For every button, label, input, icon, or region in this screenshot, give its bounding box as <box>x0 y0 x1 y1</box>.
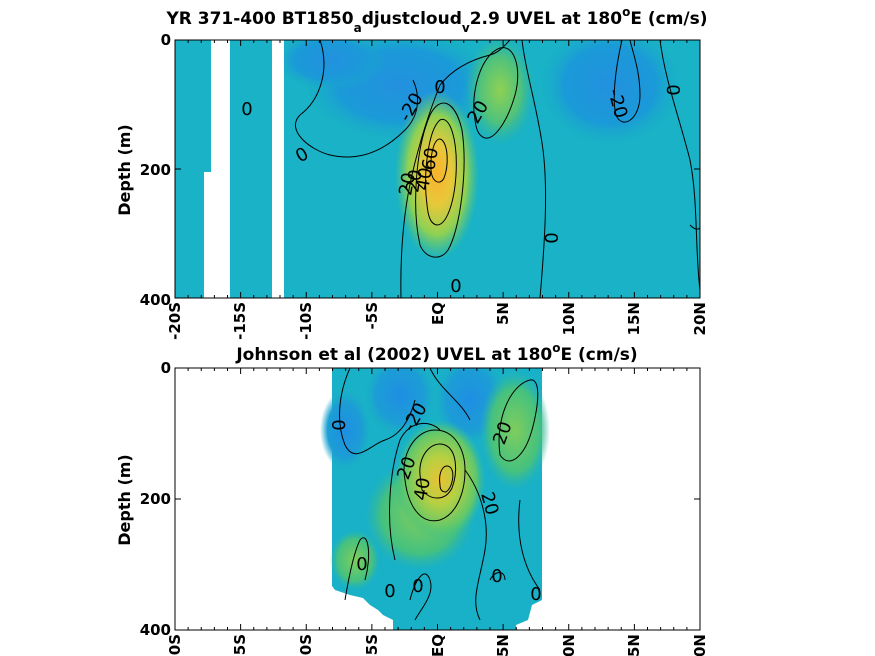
x-tick-label: EQ <box>429 634 447 656</box>
x-tick-label: -5S <box>363 634 381 656</box>
x-tick-label: -15S <box>231 302 249 340</box>
contour-label: 0 <box>491 566 502 587</box>
x-tick-label: -5S <box>363 302 381 329</box>
top-contours <box>294 40 700 298</box>
x-tick-label: 10N <box>560 302 578 335</box>
contour-label: 0 <box>412 576 423 597</box>
top-x-tick-labels: -20S -15S -10S -5S EQ 5N 10N 15N 20N <box>166 302 709 340</box>
x-tick-label: 20N <box>691 634 709 656</box>
contour-label: 20 <box>395 171 420 197</box>
x-tick-label: 20N <box>691 302 709 335</box>
contour-label: 0 <box>329 419 350 430</box>
x-tick-label: -20S <box>166 302 184 340</box>
x-tick-label: 5N <box>494 302 512 325</box>
bottom-chart-title: Johnson et al (2002) UVEL at 180oE (cm/s… <box>235 341 637 365</box>
top-heatmap-field <box>175 40 700 298</box>
x-tick-label: 15N <box>625 302 643 335</box>
bottom-heatmap-field <box>320 368 550 630</box>
bottom-y-axis-label: Depth (m) <box>115 454 134 546</box>
bottom-contours <box>339 368 541 621</box>
x-tick-label: EQ <box>429 302 447 325</box>
contour-label: 0 <box>241 99 252 120</box>
top-y-tick-labels: 0 200 400 <box>140 31 171 309</box>
x-tick-label: -10S <box>297 302 315 340</box>
bottom-x-tick-labels: -20S -15S -10S -5S EQ 5N 10N 15N 20N <box>166 634 709 656</box>
contour-label: 0 <box>434 77 445 98</box>
contour-label: 0 <box>384 581 395 602</box>
contour-label: 20 <box>402 168 427 194</box>
y-tick-label: 0 <box>161 31 171 49</box>
top-chart-panel: YR 371-400 BT1850adjustcloudv2.9 UVEL at… <box>115 5 709 340</box>
contour-label: 0 <box>540 232 561 243</box>
y-tick-label: 400 <box>140 621 171 639</box>
x-tick-label: 10N <box>560 634 578 656</box>
top-y-axis-label: Depth (m) <box>115 124 134 216</box>
x-tick-label: -15S <box>231 634 249 656</box>
top-x-ticks <box>174 39 701 299</box>
bottom-chart-panel: Johnson et al (2002) UVEL at 180oE (cm/s… <box>115 341 709 656</box>
bottom-y-tick-labels: 0 200 400 <box>140 359 171 639</box>
contour-label: 0 <box>662 84 683 95</box>
top-chart-title: YR 371-400 BT1850adjustcloudv2.9 UVEL at… <box>165 5 707 35</box>
x-tick-label: -10S <box>297 634 315 656</box>
x-tick-label: -20S <box>166 634 184 656</box>
bottom-x-ticks <box>174 367 701 631</box>
contour-label: 40 <box>412 166 437 192</box>
x-tick-label: 5N <box>494 634 512 656</box>
contour-label: 40 <box>410 476 435 502</box>
contour-label: 0 <box>530 584 541 605</box>
y-tick-label: 200 <box>140 490 171 508</box>
contour-label: 0 <box>356 554 367 575</box>
x-tick-label: 15N <box>625 634 643 656</box>
y-tick-label: 200 <box>140 161 171 179</box>
y-tick-label: 400 <box>140 291 171 309</box>
y-tick-label: 0 <box>161 359 171 377</box>
contour-label: 60 <box>418 146 443 172</box>
contour-label: 0 <box>450 276 461 297</box>
